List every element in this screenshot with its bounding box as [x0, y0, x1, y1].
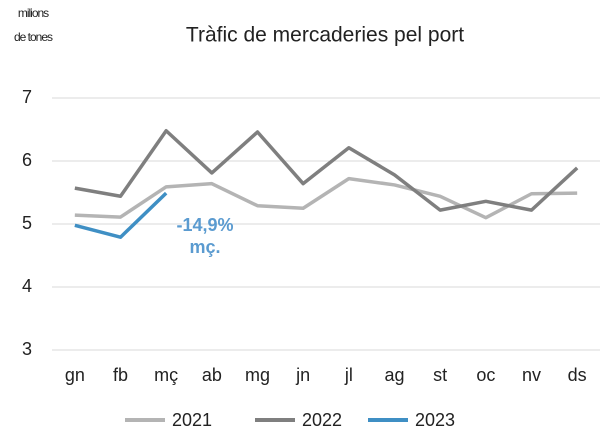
y-tick-label: 3 [22, 339, 32, 359]
x-tick-label: oc [476, 365, 495, 385]
y-axis-label: milions [18, 6, 49, 20]
legend-label: 2022 [302, 410, 342, 430]
x-tick-label: jn [295, 365, 310, 385]
y-tick-label: 7 [22, 87, 32, 107]
x-tick-label: gn [65, 365, 85, 385]
x-tick-label: mg [245, 365, 270, 385]
x-tick-label: jl [344, 365, 353, 385]
annotation: -14,9% [176, 215, 233, 235]
x-tick-label: ag [384, 365, 404, 385]
chart-title: Tràfic de mercaderies pel port [186, 24, 464, 47]
series-line [74, 191, 168, 239]
legend-label: 2023 [415, 410, 455, 430]
y-axis-label: de tones [14, 30, 53, 44]
y-tick-label: 4 [22, 276, 32, 296]
series-line [74, 129, 579, 212]
x-tick-label: mç [154, 365, 178, 385]
y-tick-label: 6 [22, 150, 32, 170]
series-line [74, 176, 578, 220]
x-tick-label: nv [522, 365, 541, 385]
x-tick-label: ds [568, 365, 587, 385]
annotation: mç. [189, 237, 220, 257]
x-tick-label: st [433, 365, 447, 385]
legend-label: 2021 [172, 410, 212, 430]
x-tick-label: fb [113, 365, 128, 385]
x-tick-label: ab [202, 365, 222, 385]
y-tick-label: 5 [22, 213, 32, 233]
